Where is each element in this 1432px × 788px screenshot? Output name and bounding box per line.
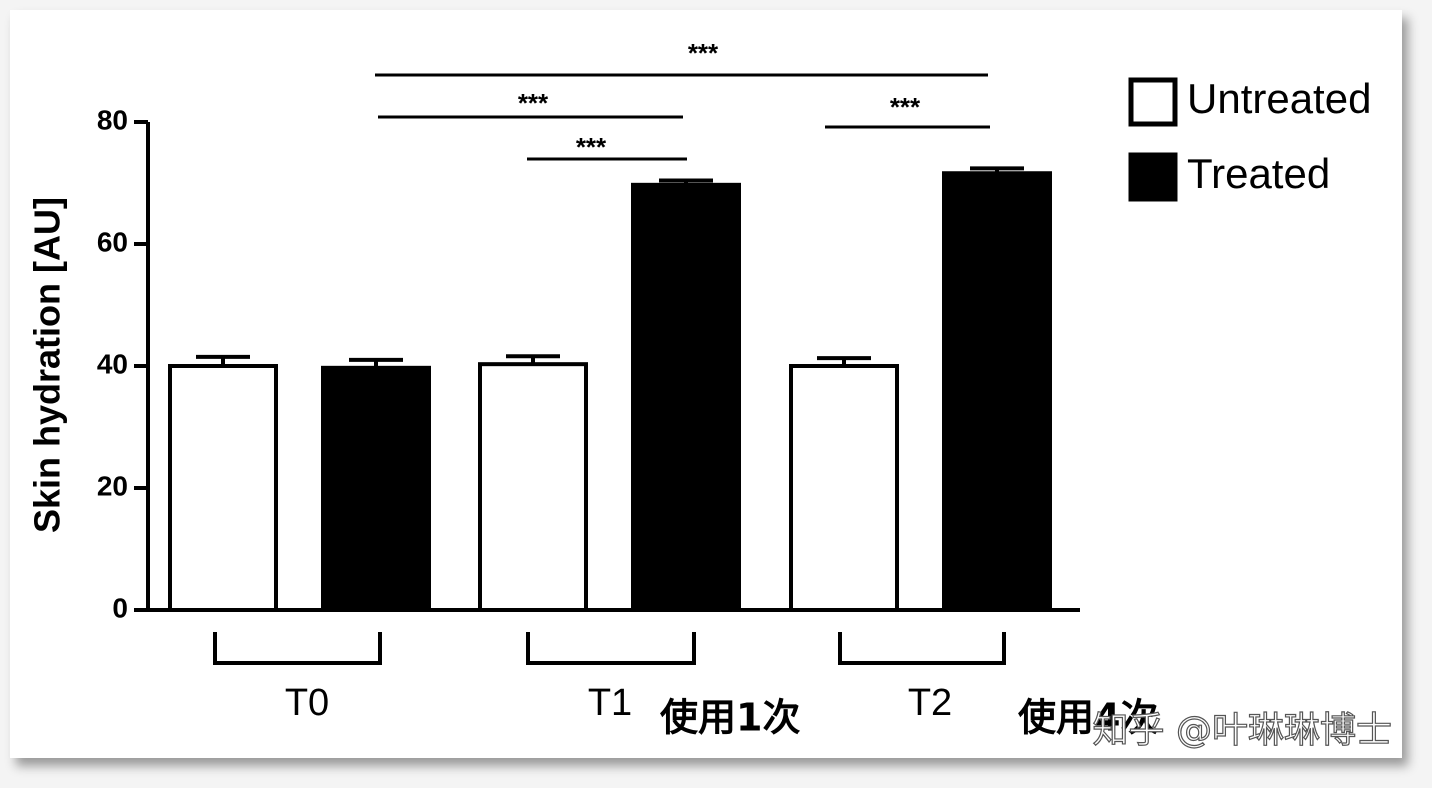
- significance-label: ***: [688, 38, 719, 68]
- y-axis-label: Skin hydration [AU]: [27, 197, 68, 533]
- y-tick-label: 80: [97, 104, 128, 135]
- x-tick-label: T0: [285, 682, 329, 724]
- group-bracket: [213, 632, 382, 665]
- legend-label: Untreated: [1187, 75, 1371, 122]
- x-tick-label: T1: [588, 682, 632, 724]
- bar: [478, 362, 588, 613]
- significance-label: ***: [576, 132, 607, 162]
- legend-swatch: [1128, 77, 1178, 127]
- x-tick-label: T2: [908, 682, 952, 724]
- y-tick-label: 0: [112, 592, 128, 623]
- annotation: 使用4次: [1018, 696, 1158, 740]
- bar: [789, 364, 899, 612]
- significance-label: ***: [518, 88, 549, 118]
- bar: [942, 171, 1052, 613]
- y-tick-label: 20: [97, 470, 128, 501]
- y-tick-label: 60: [97, 226, 128, 257]
- bar: [631, 182, 741, 613]
- y-tick-label: 40: [97, 348, 128, 379]
- legend-swatch: [1128, 152, 1178, 202]
- bar: [168, 364, 278, 612]
- bar: [321, 365, 431, 612]
- significance-label: ***: [890, 92, 921, 122]
- annotation: 使用1次: [660, 696, 800, 740]
- watermark: 知乎 @叶琳琳博士: [1093, 710, 1392, 751]
- group-bracket: [838, 632, 1006, 665]
- group-bracket: [526, 632, 696, 665]
- legend-label: Treated: [1187, 150, 1330, 197]
